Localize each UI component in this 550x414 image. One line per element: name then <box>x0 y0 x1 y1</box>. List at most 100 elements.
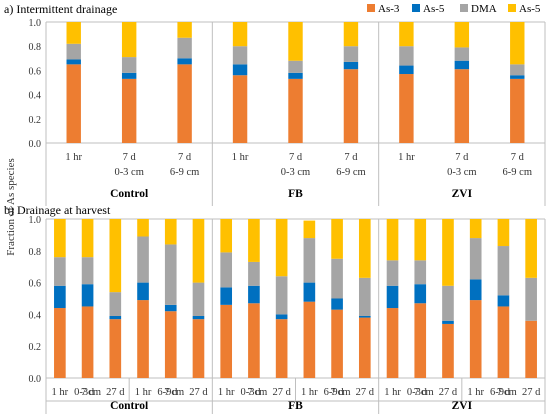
bar-dma-0 <box>54 257 66 286</box>
bar-dma-1 <box>81 257 94 285</box>
bar-dma-2 <box>177 37 192 59</box>
x-tick-label: 7 d <box>511 152 525 163</box>
bar-dma-17 <box>525 277 537 321</box>
x-tick-label: 1 hr <box>232 152 249 163</box>
bar-as-3-8 <box>275 319 288 378</box>
subgroup-label: 6-9cm <box>157 387 184 398</box>
x-tick-label: 27 d <box>189 387 208 398</box>
group-label-control: Control <box>110 188 148 200</box>
bar-dma-16 <box>497 246 510 296</box>
group-label-zvi: ZVI <box>452 400 473 412</box>
group-label-fb: FB <box>288 188 303 200</box>
x-tick-label: 7 d <box>331 387 345 398</box>
x-tick-label: 27 d <box>106 387 125 398</box>
group-label-zvi: ZVI <box>452 188 473 200</box>
bar-as-s-10 <box>331 298 343 310</box>
bar-as-5-8 <box>275 219 288 277</box>
panel-b: b) Drainage at harvest 0.0 0.2 0.4 0.6 0.8 1.… <box>4 203 546 414</box>
bar-as-3-13 <box>414 303 427 378</box>
x-tick-label: 27 d <box>356 387 375 398</box>
bar-as-s-5 <box>343 61 359 70</box>
bar-as-5-1 <box>81 219 94 258</box>
panel-a-plot: 0.0 0.2 0.4 0.6 0.8 1.0 1 hr 7 d 0-3 cm 7 d 6-9 cm… <box>29 18 546 206</box>
bar-as-3-15 <box>469 300 482 378</box>
bar-dma-15 <box>469 238 482 280</box>
bar-dma-10 <box>331 258 343 299</box>
x-tick-sublabel: 6-9 cm <box>170 167 199 178</box>
x-tick-label: 1 hr <box>65 152 82 163</box>
group-label-control: Control <box>110 400 148 412</box>
bar-dma-3 <box>137 236 149 283</box>
bar-dma-1 <box>121 57 137 73</box>
x-tick-label: 27 d <box>439 387 458 398</box>
bar-as-s-7 <box>248 285 260 304</box>
legend-label-2: DMA <box>471 3 497 15</box>
x-tick-sublabel: 6-9 cm <box>336 167 365 178</box>
bar-as-5-17 <box>525 219 537 278</box>
bar-as-3-14 <box>442 323 454 378</box>
bar-as-s-4 <box>288 72 303 79</box>
bar-as-5-6 <box>220 219 233 253</box>
bar-as-5-6 <box>399 22 414 47</box>
bar-as-s-8 <box>275 314 288 320</box>
bar-as-5-7 <box>248 219 260 262</box>
bar-dma-4 <box>288 60 303 73</box>
legend-label-0: As-3 <box>378 3 400 15</box>
x-tick-label: 7 d <box>178 152 192 163</box>
bar-as-5-2 <box>177 22 192 38</box>
bar-as-5-15 <box>469 219 482 239</box>
bar-as-s-6 <box>220 287 233 305</box>
bar-as-s-1 <box>81 284 94 307</box>
bar-as-3-12 <box>386 308 399 378</box>
y-tick-label: 0.8 <box>29 247 42 258</box>
subgroup-label: 0-3cm <box>241 387 268 398</box>
x-tick-label: 27 d <box>272 387 291 398</box>
bar-as-5-4 <box>164 219 177 245</box>
bar-as-5-9 <box>303 220 316 239</box>
y-tick-label: 0.8 <box>29 42 42 53</box>
bar-as-s-11 <box>358 315 371 318</box>
x-tick-label: 1 hr <box>398 152 415 163</box>
bar-as-3-10 <box>331 309 343 378</box>
x-tick-label: 7 d <box>289 152 303 163</box>
x-tick-label: 27 d <box>522 387 541 398</box>
bar-dma-11 <box>358 277 371 316</box>
bar-dma-8 <box>275 276 288 315</box>
bar-as-3-11 <box>358 317 371 378</box>
y-axis-label: Fraction of As species <box>5 158 17 255</box>
x-tick-label: 1 hr <box>384 387 401 398</box>
bar-as-5-8 <box>510 22 525 65</box>
bar-as-s-0 <box>66 59 81 65</box>
bar-as-s-3 <box>232 64 248 76</box>
bar-dma-6 <box>399 46 414 66</box>
bar-dma-5 <box>192 282 205 316</box>
group-label-fb: FB <box>288 400 303 412</box>
bar-as-5-0 <box>66 22 81 44</box>
subgroup-label: 0-3cm <box>74 387 101 398</box>
bar-as-s-3 <box>137 282 149 301</box>
bar-as-5-13 <box>414 219 427 261</box>
bar-as-5-0 <box>54 219 66 258</box>
bar-as-3-7 <box>248 303 260 378</box>
bar-as-3-9 <box>303 301 316 378</box>
bar-as-3-0 <box>54 308 66 378</box>
bar-as-3-3 <box>137 300 149 378</box>
bar-as-5-1 <box>121 22 137 58</box>
y-tick-label: 0.4 <box>29 91 42 102</box>
bar-as-s-0 <box>54 285 66 309</box>
bar-as-5-5 <box>343 22 359 47</box>
bar-as-s-13 <box>414 284 427 304</box>
bar-dma-8 <box>510 64 525 76</box>
panel-a-title: a) Intermittent drainage <box>4 2 117 16</box>
x-tick-label: 7 d <box>344 152 358 163</box>
y-tick-label: 0.6 <box>29 279 42 290</box>
x-tick-label: 7 d <box>81 387 95 398</box>
bar-as-5-3 <box>137 219 149 237</box>
x-tick-sublabel: 0-3 cm <box>114 167 143 178</box>
bar-dma-0 <box>66 43 81 60</box>
bar-as-5-10 <box>331 219 343 259</box>
bar-as-s-16 <box>497 295 510 307</box>
bar-dma-13 <box>414 260 427 285</box>
legend: As-3 As-5 DMA As-5 <box>367 3 541 15</box>
bar-dma-4 <box>164 244 177 305</box>
